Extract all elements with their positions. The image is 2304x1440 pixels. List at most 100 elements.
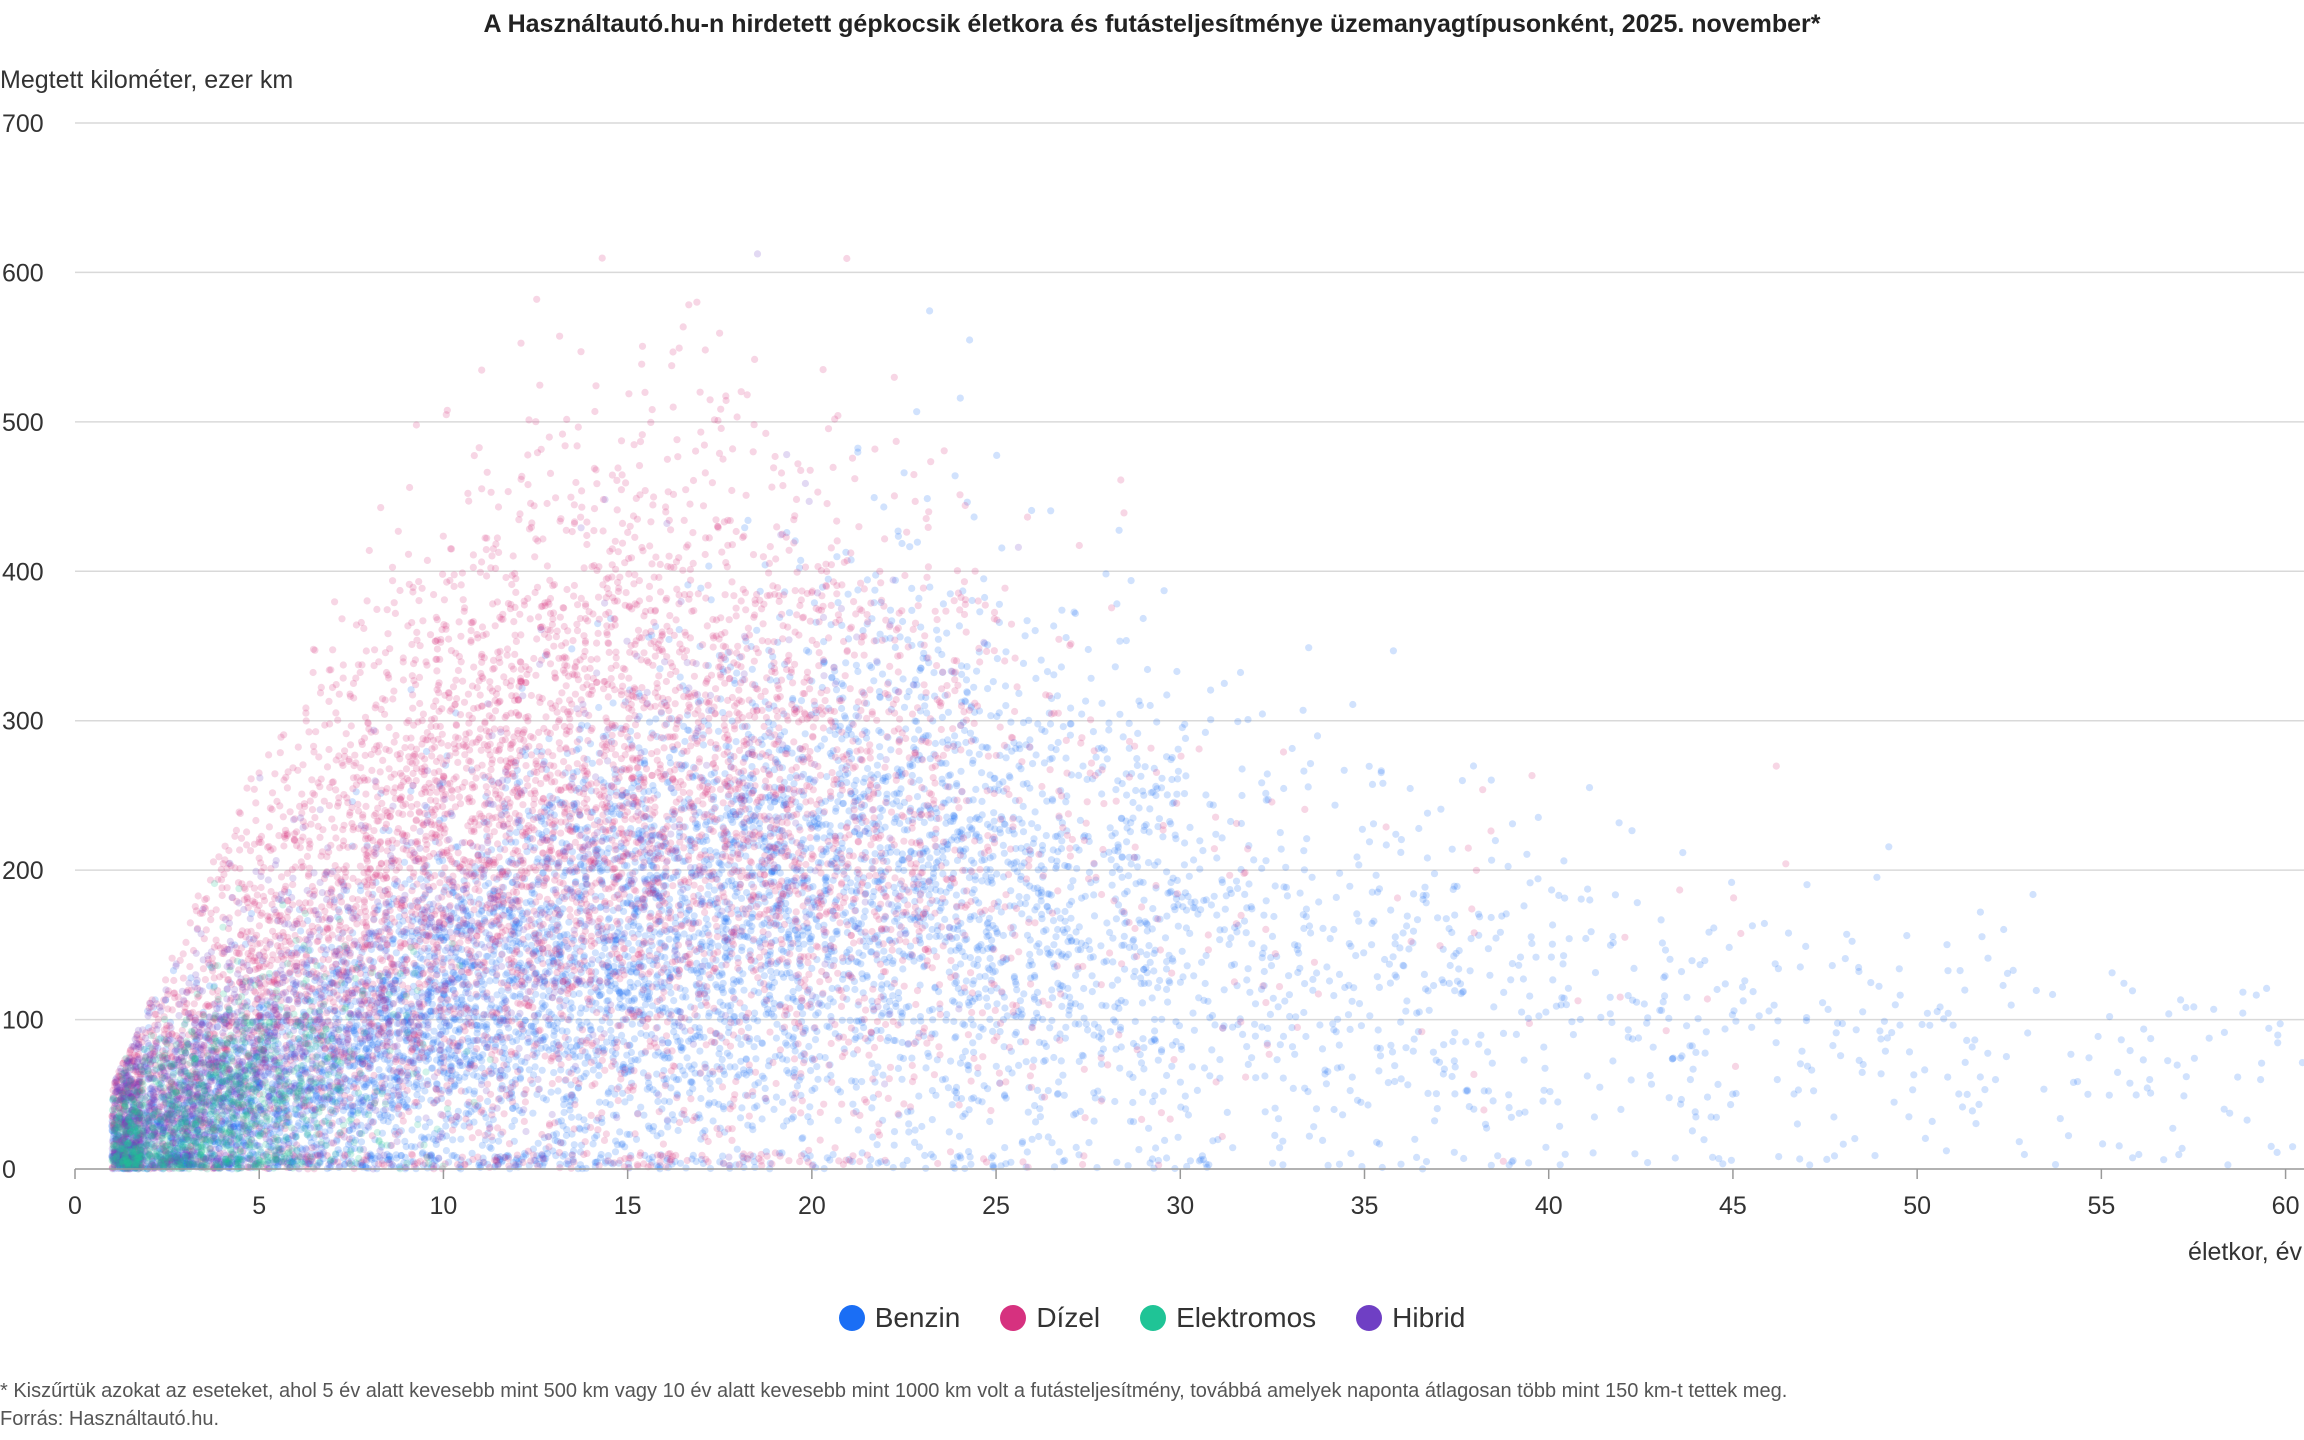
data-point <box>754 805 762 813</box>
data-point <box>737 1040 745 1048</box>
data-point <box>813 1063 821 1071</box>
data-point <box>187 1151 195 1159</box>
data-point <box>729 976 738 984</box>
data-point <box>117 1115 125 1123</box>
data-point <box>120 1140 128 1148</box>
data-point <box>115 1157 123 1165</box>
data-point <box>119 1136 127 1144</box>
data-point <box>129 1154 138 1162</box>
data-point <box>616 1128 624 1136</box>
data-point <box>558 1027 566 1035</box>
data-point <box>119 1117 127 1125</box>
data-point <box>522 899 530 907</box>
data-point <box>122 1127 130 1136</box>
data-point <box>454 955 462 964</box>
data-point <box>640 1111 648 1119</box>
data-point <box>112 1123 120 1131</box>
data-point <box>379 1117 388 1125</box>
data-point <box>114 1148 122 1156</box>
data-point <box>157 1164 165 1172</box>
data-point <box>208 1152 216 1160</box>
data-point <box>168 1134 176 1142</box>
data-point <box>789 1113 798 1121</box>
data-point <box>739 970 747 978</box>
data-point <box>129 1079 137 1087</box>
data-point <box>605 844 613 853</box>
data-point <box>623 1051 631 1059</box>
data-point <box>667 989 675 997</box>
data-point <box>173 1155 181 1164</box>
data-point <box>128 1136 137 1144</box>
data-point <box>118 1160 126 1168</box>
data-point <box>114 1131 122 1139</box>
data-point <box>738 946 746 955</box>
data-point <box>177 1138 185 1147</box>
data-point <box>182 1127 191 1135</box>
data-point <box>170 1120 178 1128</box>
data-point <box>158 1093 167 1101</box>
data-point <box>570 1141 578 1149</box>
y-tick-label: 200 <box>2 857 44 885</box>
data-point <box>122 1132 130 1141</box>
data-point <box>134 1107 142 1115</box>
data-point <box>705 562 713 570</box>
chart-title: A Használtautó.hu-n hirdetett gépkocsik … <box>483 10 1821 38</box>
data-point <box>797 556 805 565</box>
data-point <box>660 1097 669 1105</box>
data-point <box>169 1129 177 1137</box>
data-point <box>592 999 600 1007</box>
data-point <box>822 820 830 828</box>
data-point <box>719 1103 727 1111</box>
data-point <box>677 1043 685 1051</box>
data-point <box>664 1123 672 1131</box>
y-tick-label: 0 <box>2 1156 16 1184</box>
data-point <box>130 1131 138 1140</box>
data-point <box>218 1120 226 1128</box>
data-point <box>137 1122 145 1130</box>
data-point <box>115 1139 123 1147</box>
data-point <box>552 1130 561 1138</box>
data-point <box>442 1147 450 1155</box>
data-point <box>213 1136 221 1144</box>
data-point <box>130 1142 138 1150</box>
data-point <box>744 1024 753 1032</box>
data-point <box>408 1126 416 1134</box>
data-point <box>108 1117 116 1125</box>
data-point <box>696 1047 704 1055</box>
data-point <box>509 1104 517 1112</box>
data-point <box>823 1154 831 1162</box>
data-point <box>118 1158 126 1166</box>
data-point <box>116 1161 124 1169</box>
data-point <box>132 1142 140 1150</box>
data-point <box>113 1099 121 1108</box>
data-point <box>146 1152 154 1160</box>
data-point <box>793 1082 802 1090</box>
data-point <box>813 745 822 753</box>
data-point <box>137 1139 145 1147</box>
data-point <box>740 986 748 994</box>
data-point <box>168 1114 176 1122</box>
data-point <box>672 1033 680 1041</box>
data-point <box>118 1155 126 1163</box>
data-point <box>694 823 702 831</box>
data-point <box>114 1148 122 1156</box>
y-tick-label: 300 <box>2 708 44 736</box>
data-point <box>645 1079 653 1087</box>
data-point <box>718 866 726 874</box>
data-point <box>749 1126 757 1134</box>
data-point <box>465 1086 473 1094</box>
data-point <box>244 1096 252 1104</box>
data-point <box>122 1156 130 1164</box>
data-point <box>126 1125 134 1133</box>
data-point <box>512 1028 520 1036</box>
data-point <box>430 1027 438 1035</box>
data-point <box>135 1164 143 1172</box>
data-point <box>628 946 636 954</box>
data-point <box>159 1129 167 1137</box>
data-point <box>667 965 675 973</box>
data-point <box>114 1155 122 1163</box>
data-point <box>133 1160 141 1168</box>
data-point <box>159 1126 168 1134</box>
data-point <box>126 1130 134 1138</box>
data-point <box>157 1079 165 1088</box>
